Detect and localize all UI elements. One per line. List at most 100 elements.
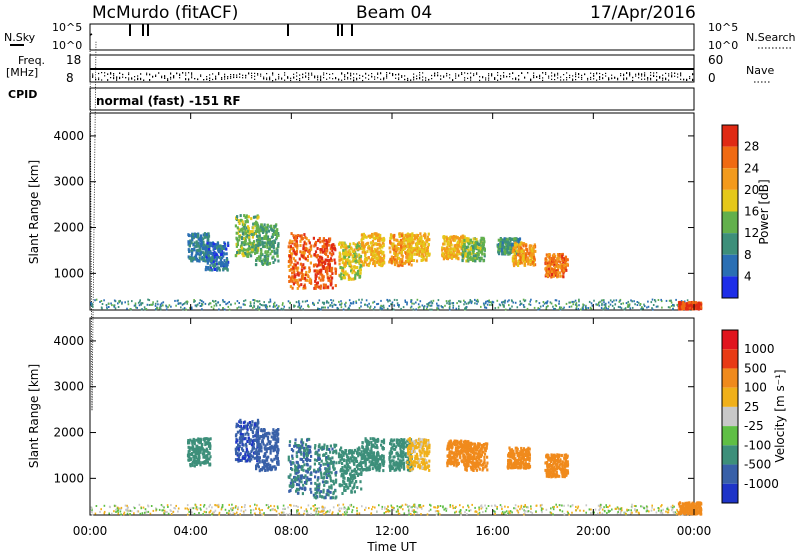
nave-dot bbox=[419, 74, 421, 76]
nave-dot bbox=[347, 72, 349, 75]
echo-cell bbox=[200, 241, 203, 245]
echo-cell bbox=[195, 256, 198, 260]
ground-scatter-cell bbox=[445, 507, 448, 510]
echo-cell bbox=[347, 245, 350, 249]
echo-cell bbox=[304, 286, 307, 290]
echo-cell bbox=[465, 259, 468, 263]
echo-cell bbox=[257, 246, 260, 250]
cpid-strip-frame bbox=[89, 87, 695, 111]
ground-scatter-cell bbox=[194, 304, 197, 307]
echo-cell bbox=[313, 269, 316, 273]
ground-scatter-cell bbox=[391, 506, 393, 509]
ground-scatter-cell bbox=[356, 509, 358, 512]
ground-scatter-cell bbox=[119, 510, 122, 513]
ground-scatter-cell bbox=[635, 505, 637, 508]
ground-scatter-cell bbox=[524, 510, 527, 512]
echo-cell bbox=[503, 237, 506, 241]
nave-dot bbox=[461, 73, 463, 75]
ground-scatter-cell bbox=[530, 298, 532, 301]
echo-cell bbox=[339, 274, 342, 278]
ground-scatter-cell bbox=[578, 304, 580, 307]
echo-cell bbox=[294, 280, 297, 284]
ground-scatter-cell bbox=[266, 305, 269, 308]
ground-scatter-cell bbox=[526, 506, 528, 509]
ground-scatter-cell bbox=[577, 505, 580, 508]
echo-cell bbox=[382, 260, 385, 264]
ground-scatter-cell bbox=[234, 302, 236, 305]
ground-scatter-cell bbox=[429, 304, 432, 307]
ground-scatter-cell bbox=[661, 512, 664, 515]
ground-scatter-cell bbox=[297, 301, 300, 304]
echo-cell bbox=[343, 253, 346, 257]
nave-dot bbox=[470, 77, 472, 79]
nave-dot bbox=[395, 74, 397, 76]
nave-dot bbox=[557, 72, 559, 74]
echo-cell bbox=[410, 244, 413, 248]
nave-dot bbox=[218, 72, 220, 74]
echo-cell bbox=[416, 247, 419, 250]
ground-scatter-cell bbox=[127, 303, 130, 306]
echo-cell bbox=[319, 257, 322, 261]
echo-cell bbox=[290, 260, 293, 264]
echo-cell bbox=[319, 272, 322, 276]
ground-scatter-cell bbox=[350, 302, 353, 305]
ground-scatter-cell bbox=[585, 307, 587, 310]
ground-scatter-cell bbox=[158, 508, 161, 511]
ground-scatter-cell bbox=[369, 305, 372, 308]
nave-dot bbox=[257, 74, 259, 76]
echo-cell bbox=[338, 258, 341, 262]
echo-cell bbox=[347, 253, 350, 257]
ground-scatter-cell bbox=[573, 300, 575, 303]
echo-cell bbox=[213, 255, 216, 259]
ground-scatter-cell bbox=[244, 509, 247, 512]
nave-dot bbox=[314, 77, 316, 79]
echo-cell bbox=[375, 234, 378, 237]
echo-cell bbox=[359, 271, 362, 275]
ground-scatter-cell bbox=[458, 305, 460, 308]
nave-dot bbox=[179, 74, 181, 76]
ground-scatter-cell bbox=[333, 303, 336, 306]
echo-cell bbox=[366, 250, 369, 254]
echo-cell bbox=[272, 246, 275, 250]
echo-cell bbox=[277, 232, 280, 235]
ground-scatter-cell bbox=[119, 299, 121, 302]
nave-dot bbox=[209, 74, 211, 76]
ground-scatter-cell bbox=[633, 505, 636, 507]
ground-scatter-cell bbox=[419, 300, 422, 303]
echo-cell bbox=[204, 268, 207, 272]
nave-dot bbox=[542, 77, 544, 79]
echo-cell bbox=[251, 241, 254, 245]
ground-scatter-cell bbox=[595, 303, 597, 306]
echo-cell bbox=[375, 232, 378, 236]
echo-cell bbox=[358, 275, 361, 279]
echo-cell bbox=[227, 260, 230, 264]
ground-scatter-cell bbox=[123, 511, 126, 514]
ground-scatter-cell bbox=[459, 300, 462, 303]
echo-cell bbox=[259, 256, 262, 260]
nave-dot bbox=[308, 76, 310, 79]
ground-scatter-cell bbox=[117, 509, 120, 512]
nave-dot bbox=[374, 78, 376, 80]
ground-scatter-cell bbox=[251, 306, 254, 309]
ground-scatter-cell bbox=[504, 301, 506, 304]
ground-scatter-cell bbox=[182, 303, 185, 305]
ground-scatter-cell bbox=[243, 300, 245, 303]
ground-scatter-cell bbox=[332, 506, 335, 509]
ground-scatter-cell bbox=[376, 510, 378, 513]
ground-scatter-cell bbox=[214, 300, 217, 302]
echo-cell bbox=[544, 257, 547, 261]
ground-scatter-cell bbox=[651, 504, 653, 507]
ground-scatter-cell bbox=[342, 308, 345, 311]
echo-cell bbox=[457, 257, 460, 261]
echo-cell bbox=[545, 273, 548, 277]
ground-scatter-cell bbox=[129, 308, 132, 310]
nave-dot bbox=[569, 74, 571, 76]
echo-cell bbox=[209, 251, 212, 255]
nave-dot bbox=[356, 73, 358, 75]
echo-cell bbox=[407, 262, 411, 266]
echo-cell bbox=[524, 253, 528, 257]
ground-scatter-cell bbox=[675, 513, 678, 516]
ground-scatter-cell bbox=[303, 510, 306, 512]
ground-scatter-cell bbox=[530, 507, 532, 510]
ground-scatter-cell bbox=[239, 513, 241, 516]
